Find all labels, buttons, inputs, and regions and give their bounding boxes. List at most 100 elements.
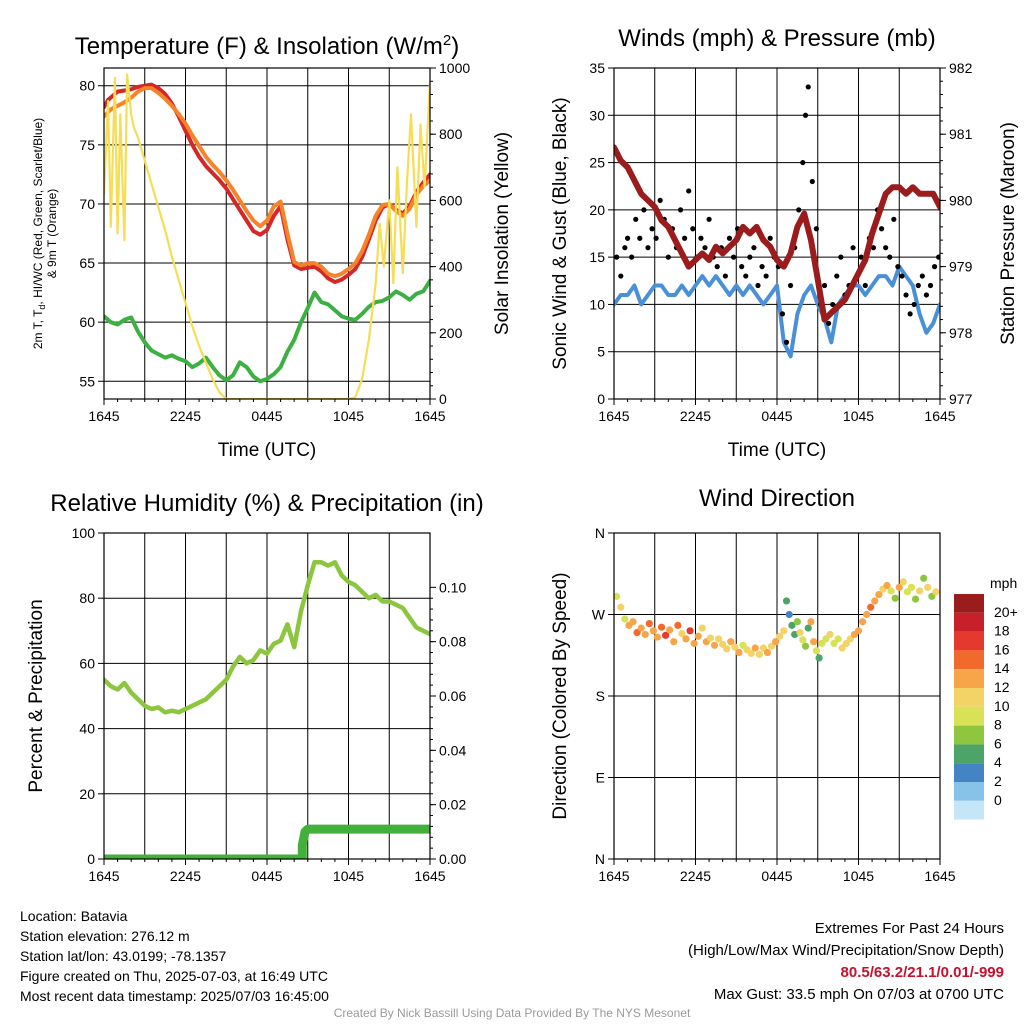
temp-ytick-label: 65 — [79, 255, 95, 271]
dir-legend-label: 14 — [994, 660, 1010, 676]
dir-direction-point — [776, 632, 784, 640]
rh-grid — [104, 533, 430, 859]
wind-gust-point — [633, 216, 639, 222]
wind-y2tick-label: 982 — [949, 60, 973, 76]
temp-panel: Temperature (F) & Insolation (W/m2) 55 60 6… — [31, 32, 513, 461]
dir-xtick-label: 1645 — [598, 868, 629, 884]
dir-legend-label: 12 — [994, 679, 1010, 695]
extremes-title: Extremes For Past 24 Hours — [814, 920, 1004, 937]
rh-y2tick-label: 0.00 — [439, 851, 466, 867]
dir-legend-swatch — [954, 725, 984, 745]
dir-legend-label: 0 — [994, 792, 1002, 808]
dir-legend-label: 2 — [994, 773, 1002, 789]
wind-gust-point — [870, 245, 877, 251]
dir-direction-point — [788, 621, 796, 629]
rh-xtick-label: 2245 — [170, 868, 201, 884]
wind-gust-point — [838, 254, 844, 260]
temp-ytick-label: 55 — [79, 373, 95, 389]
dir-direction-point — [621, 615, 629, 623]
dir-legend-swatch — [954, 706, 984, 726]
dir-direction-point — [891, 594, 899, 602]
wind-y2tick-label: 980 — [949, 192, 973, 208]
dir-grid — [614, 533, 940, 859]
dir-direction-point — [763, 648, 772, 657]
rh-ytick-label: 0 — [87, 851, 95, 867]
rh-panel: Relative Humidity (%) & Precipitation (i… — [26, 490, 484, 884]
dir-direction-point — [649, 627, 657, 635]
temp-ylabel-line2: & 9m T (Orange) — [45, 189, 59, 279]
rh-frame — [103, 532, 431, 860]
dir-direction-point — [690, 639, 698, 648]
temp-series-line — [104, 278, 430, 384]
wind-gust-point — [653, 235, 659, 241]
dir-direction-point — [694, 632, 702, 640]
meteogram-figure: Temperature (F) & Insolation (W/m2)55606… — [26, 25, 1019, 884]
dir-direction-point — [674, 621, 682, 629]
dir-direction-point — [755, 650, 763, 658]
temp-series-line — [104, 86, 430, 279]
dir-legend-label: 6 — [994, 735, 1002, 751]
temp-xtick-label: 1645 — [88, 408, 119, 424]
wind-gust-point — [657, 197, 663, 203]
dir-direction-point — [698, 624, 706, 632]
wind-gust-point — [907, 311, 913, 317]
wind-gust-point — [919, 273, 925, 279]
temp-xlabel: Time (UTC) — [218, 440, 317, 461]
rh-ytick-label: 60 — [79, 655, 95, 671]
rh-y2tick-label: 0.02 — [439, 797, 466, 813]
temp-y2tick-label: 600 — [439, 192, 463, 208]
wind-ytick-label: 15 — [589, 249, 605, 265]
station-latlon: Station lat/lon: 43.0199; -78.1357 — [20, 948, 227, 964]
wind-gust-point — [878, 226, 885, 232]
wind-gust-point — [624, 235, 631, 241]
rh-data — [104, 560, 430, 859]
wind-gust-point — [796, 207, 802, 213]
wind-xtick-label: 1645 — [598, 408, 629, 424]
dir-legend-swatch — [954, 744, 984, 764]
dir-ytick-label: E — [596, 770, 605, 786]
dir-direction-point — [796, 629, 804, 637]
figure-created: Figure created on Thu, 2025-07-03, at 16… — [20, 968, 328, 984]
wind-gust-point — [915, 282, 921, 289]
dir-legend-label: 18 — [994, 623, 1010, 639]
rh-ytick-label: 100 — [72, 525, 96, 541]
dir-direction-point — [772, 638, 780, 646]
extremes-values: 80.5/63.2/21.1/0.01/-999 — [840, 964, 1004, 981]
dir-direction-point — [727, 638, 735, 646]
wind-gust-point — [931, 264, 938, 270]
dir-direction-point — [666, 626, 674, 634]
dir-direction-point — [617, 603, 625, 611]
wind-gust-point — [911, 301, 917, 308]
dir-legend-swatch — [954, 763, 984, 782]
wind-gust-point — [730, 254, 737, 260]
wind-gust-point — [755, 282, 761, 289]
dir-direction-point — [637, 624, 645, 632]
dir-direction-point — [793, 618, 801, 626]
dir-direction-point — [682, 635, 690, 643]
wind-gust-point — [686, 188, 692, 194]
dir-xtick-label: 0445 — [761, 868, 792, 884]
wind-y2label: Station Pressure (Maroon) — [998, 122, 1019, 345]
rh-ytick-label: 20 — [79, 786, 95, 802]
dir-legend: mph 20+ 18 16 14 12 10 8 6 4 2 0 — [954, 575, 1018, 820]
wind-gust-point — [903, 292, 909, 298]
wind-gust-point — [887, 254, 893, 260]
wind-gust-point — [800, 159, 806, 166]
wind-gust-point — [726, 235, 733, 241]
rh-xtick-label: 0445 — [251, 868, 282, 884]
dir-direction-point — [867, 603, 875, 611]
dir-xtick-label: 2245 — [680, 868, 711, 884]
dir-direction-point — [670, 638, 678, 646]
dir-ytick-label: N — [595, 525, 605, 541]
wind-xlabel: Time (UTC) — [728, 440, 827, 461]
dir-direction-point — [815, 654, 823, 662]
wind-xtick-label: 0445 — [761, 408, 792, 424]
temp-ytick-label: 80 — [79, 78, 95, 94]
dir-ytick-label: N — [595, 851, 605, 867]
dir-direction-point — [799, 636, 807, 644]
dir-direction-point — [706, 634, 715, 642]
dir-direction-point — [780, 627, 788, 635]
wind-gust-point — [899, 273, 905, 279]
wind-gust-point — [743, 273, 749, 279]
rh-y2tick-label: 0.04 — [439, 742, 466, 758]
